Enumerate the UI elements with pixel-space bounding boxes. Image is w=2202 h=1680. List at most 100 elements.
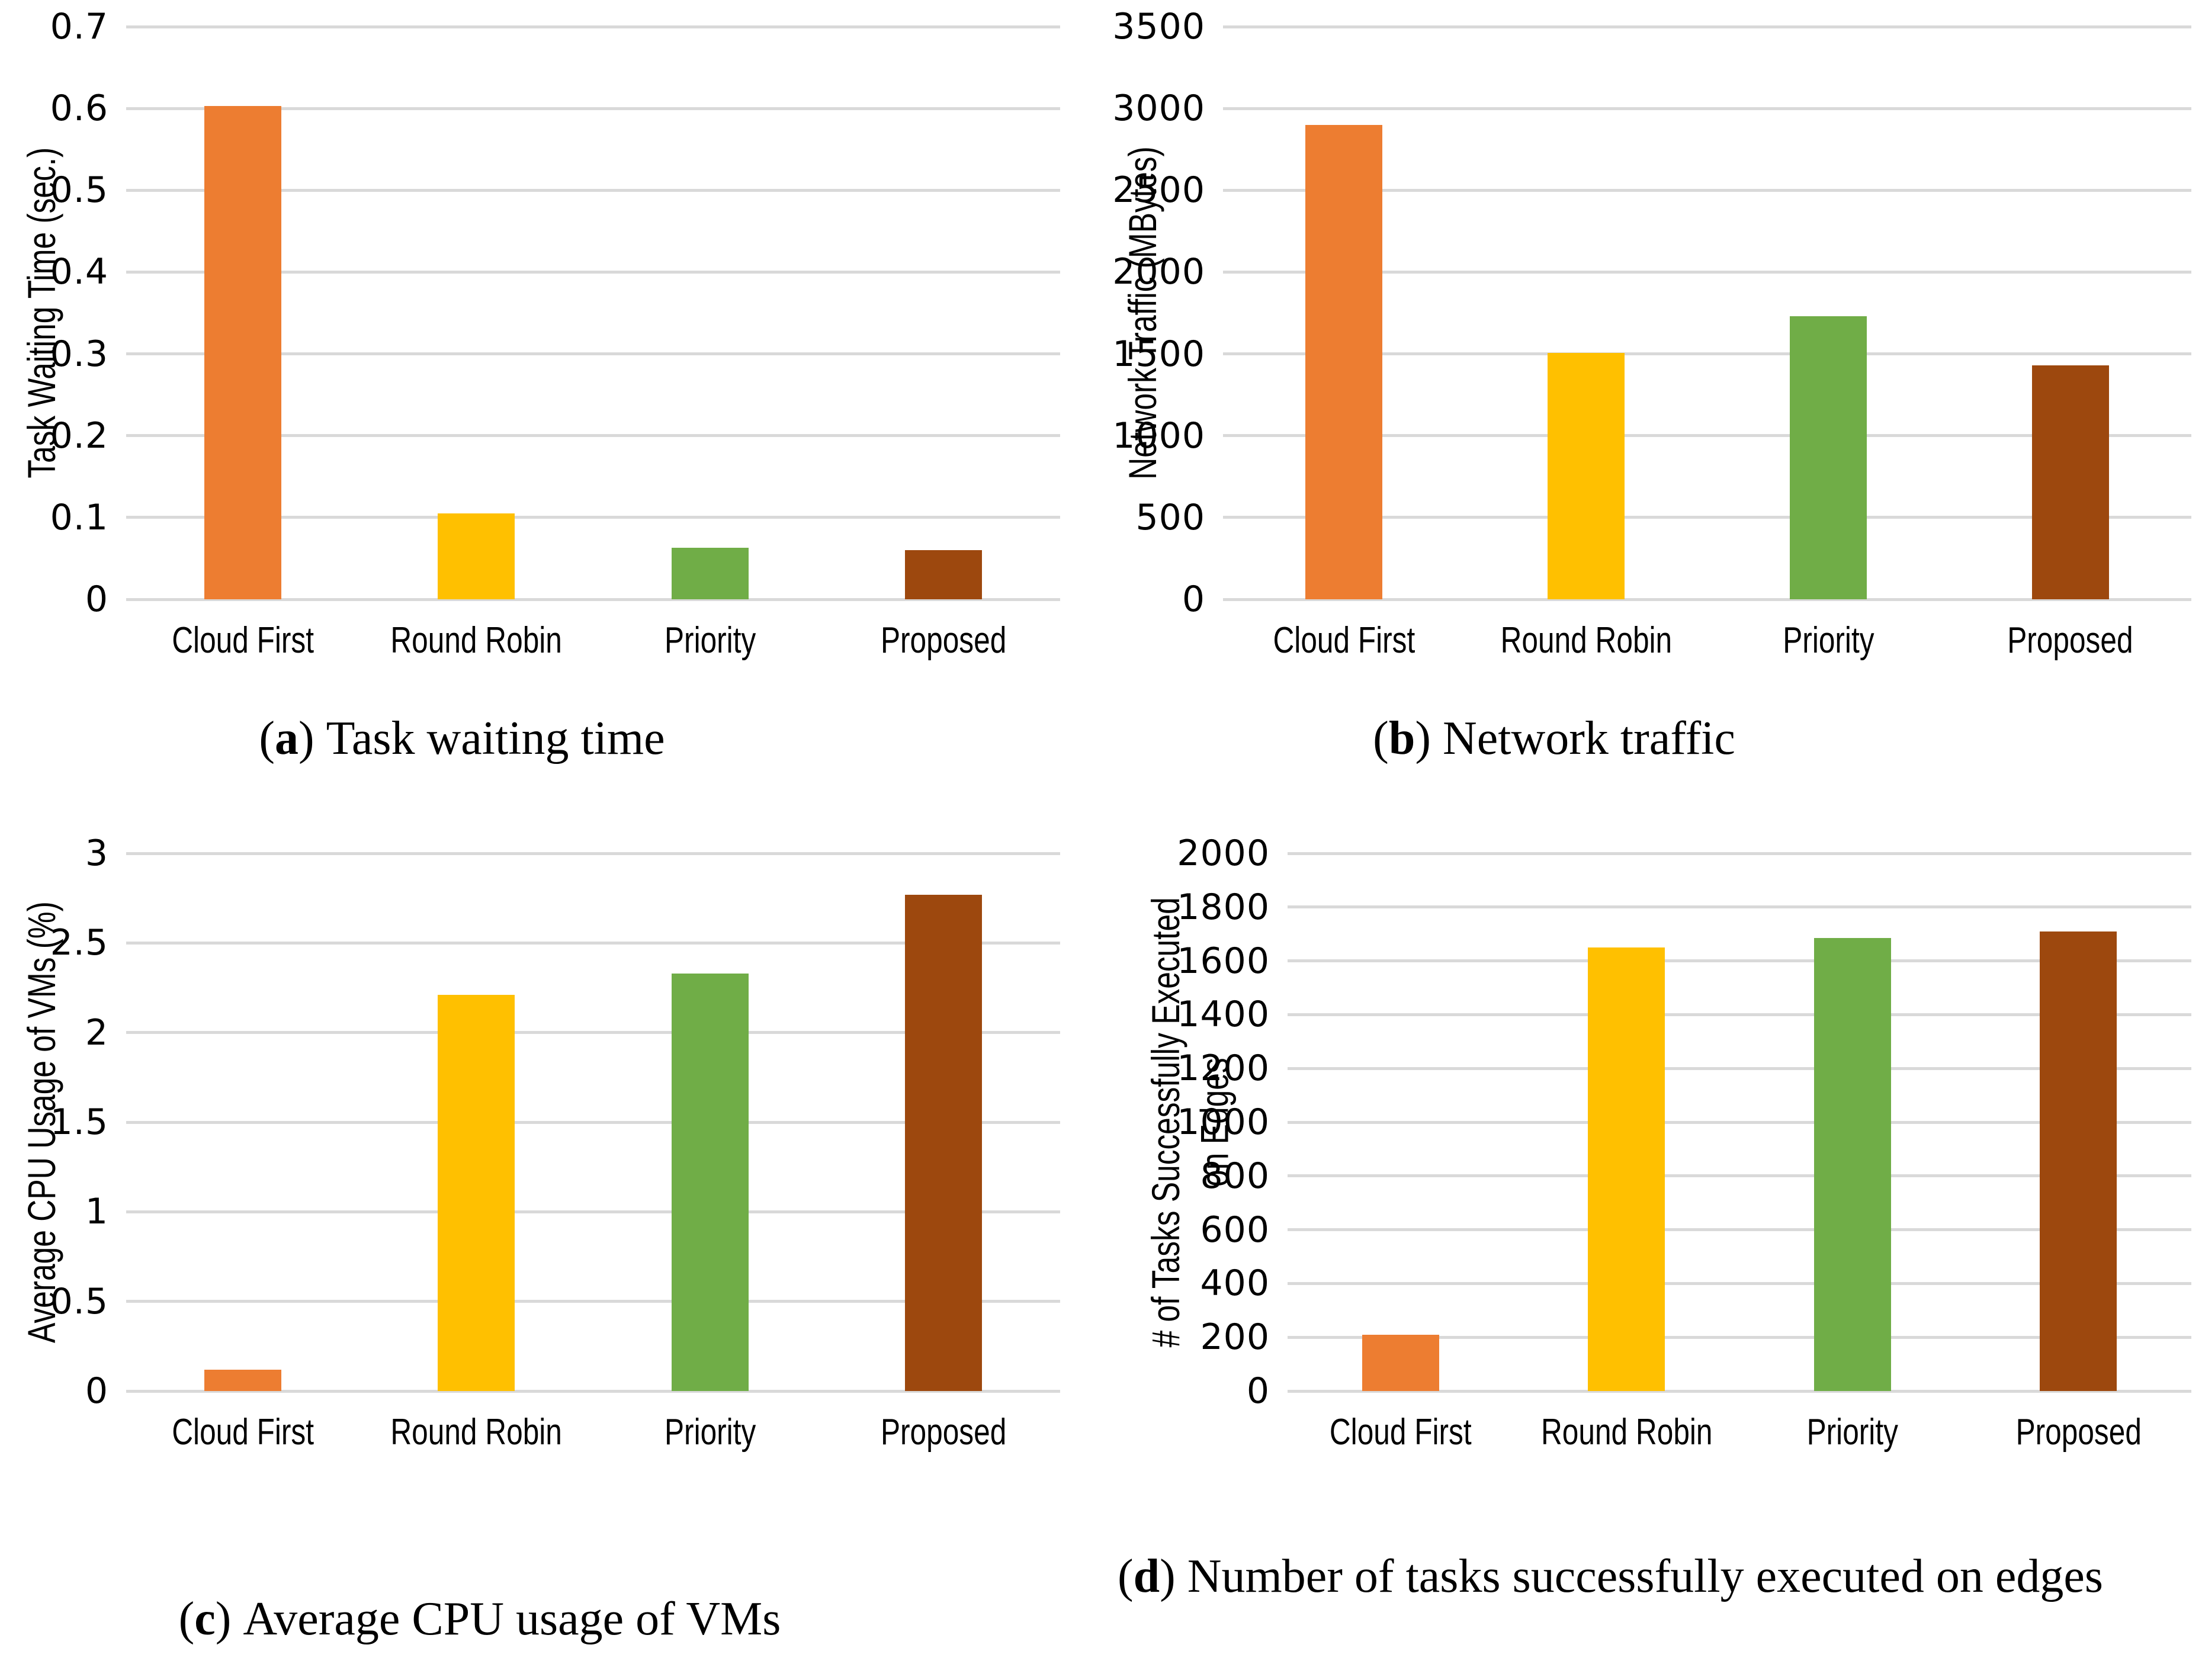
gridline	[1288, 1335, 2191, 1339]
y-tick-label: 0.1	[50, 496, 108, 538]
x-category-label: Cloud First	[172, 620, 314, 661]
caption-paren: )	[215, 1593, 232, 1645]
bar-priority	[1789, 316, 1867, 599]
x-category-label: Priority	[664, 1412, 756, 1453]
y-tick-label: 1600	[1177, 940, 1270, 982]
x-category-label: Priority	[1806, 1412, 1898, 1453]
y-tick-label: 3500	[1112, 6, 1205, 47]
caption-paren: (	[1118, 1550, 1134, 1602]
bar-round-robin	[438, 513, 515, 599]
y-tick-label: 1000	[1177, 1101, 1270, 1143]
y-tick-label: 0	[1182, 579, 1205, 620]
gridline	[126, 107, 1060, 110]
caption-paren: )	[1415, 712, 1431, 764]
gridline	[126, 188, 1060, 192]
bar-cloud-first	[204, 106, 282, 599]
y-tick-label: 1200	[1177, 1048, 1270, 1090]
bar-proposed	[2031, 365, 2109, 599]
gridline	[1288, 1013, 2191, 1016]
caption-paren: (	[178, 1593, 195, 1645]
gridline	[1223, 107, 2191, 110]
gridline	[126, 598, 1060, 601]
y-tick-label: 2	[85, 1011, 108, 1053]
y-tick-label: 0.4	[50, 251, 108, 293]
gridline	[1288, 1120, 2191, 1124]
y-tick-label: 0.6	[50, 88, 108, 130]
x-category-label: Cloud First	[1329, 1412, 1472, 1453]
bar-cloud-first	[1305, 124, 1383, 599]
gridline	[126, 852, 1060, 855]
y-tick-label: 500	[1135, 496, 1205, 538]
caption-letter: d	[1133, 1550, 1160, 1602]
subfigure-d: # of Tasks Successfully Executed on Edges…	[1101, 829, 2202, 1680]
gridline	[126, 1210, 1060, 1213]
plot-area-c: 0 0.5 1 1.5 2 2.5 3	[50, 836, 1060, 1409]
gridline	[126, 1389, 1060, 1393]
bar-proposed	[904, 894, 982, 1391]
plot-area-d: 0 200 400 600 800 1000 1200 1400 1600 1800 2000	[1177, 836, 2191, 1409]
y-tick-label: 800	[1200, 1155, 1270, 1197]
gridline	[1288, 1281, 2191, 1285]
caption-paren: )	[298, 712, 314, 764]
y-tick-label: 1.5	[50, 1101, 108, 1143]
caption-c: (c) Average CPU usage of VMs	[18, 1582, 942, 1656]
gridline	[126, 25, 1060, 28]
bar-priority	[671, 547, 749, 599]
x-category-label: Proposed	[2007, 620, 2133, 661]
x-category-label: Cloud First	[172, 1412, 314, 1453]
x-category-label: Proposed	[880, 620, 1007, 661]
bar-proposed	[904, 550, 982, 599]
y-tick-label: 0.2	[50, 415, 108, 457]
gridline	[1288, 1228, 2191, 1232]
gridline	[126, 516, 1060, 519]
y-tick-label: 3	[85, 833, 108, 874]
y-tick-label: 2000	[1112, 251, 1205, 293]
y-tick-label: 0.7	[50, 6, 108, 47]
caption-text: Average CPU usage of VMs	[243, 1593, 781, 1645]
gridline	[1223, 352, 2191, 356]
gridline	[1288, 1174, 2191, 1178]
caption-letter: b	[1388, 712, 1415, 764]
gridline	[1288, 905, 2191, 909]
y-tick-label: 1400	[1177, 994, 1270, 1036]
y-tick-label: 2000	[1177, 833, 1270, 874]
x-axis-labels-d: Cloud First Round Robin Priority Proposed	[1288, 1412, 2191, 1453]
caption-paren: )	[1160, 1550, 1176, 1602]
gridline	[1288, 1389, 2191, 1393]
x-axis-labels-c: Cloud First Round Robin Priority Proposed	[126, 1412, 1060, 1453]
gridline	[1223, 516, 2191, 519]
caption-text: Task waiting time	[326, 712, 665, 764]
caption-d: (d) Number of tasks successfully executed…	[1107, 1540, 2114, 1613]
bar-round-robin	[1588, 947, 1665, 1391]
bar-round-robin	[438, 995, 515, 1391]
gridline	[126, 352, 1060, 356]
gridline	[1223, 434, 2191, 438]
bar-cloud-first	[204, 1369, 282, 1391]
y-tick-label: 3000	[1112, 88, 1205, 130]
bar-proposed	[2040, 931, 2117, 1391]
x-category-label: Round Robin	[390, 1412, 563, 1453]
x-category-label: Round Robin	[1500, 620, 1672, 661]
y-tick-label: 0	[85, 579, 108, 620]
caption-a: (a) Task waiting time	[0, 702, 924, 775]
y-tick-label: 0	[85, 1370, 108, 1412]
gridline	[126, 270, 1060, 274]
plot-area-a: 0 0.1 0.2 0.3 0.4 0.5 0.6 0.7	[50, 9, 1060, 617]
x-category-label: Proposed	[880, 1412, 1007, 1453]
y-tick-label: 0	[1246, 1370, 1270, 1412]
caption-paren: (	[1373, 712, 1389, 764]
gridline	[126, 941, 1060, 945]
y-tick-label: 2500	[1112, 169, 1205, 211]
y-tick-label: 200	[1200, 1316, 1270, 1358]
gridline	[1223, 270, 2191, 274]
plot-area-b: 0 500 1000 1500 2000 2500 3000 3500	[1112, 9, 2191, 617]
bar-round-robin	[1548, 353, 1625, 599]
caption-paren: (	[259, 712, 275, 764]
x-category-label: Cloud First	[1273, 620, 1415, 661]
gridline	[1223, 598, 2191, 601]
subfigure-b: Network Traffic (MBytes) 0 500 1000 1500 200…	[1101, 0, 2202, 841]
gridline	[1288, 959, 2191, 963]
y-tick-label: 0.5	[50, 1280, 108, 1322]
bar-priority	[671, 973, 749, 1391]
y-tick-label: 400	[1200, 1263, 1270, 1305]
